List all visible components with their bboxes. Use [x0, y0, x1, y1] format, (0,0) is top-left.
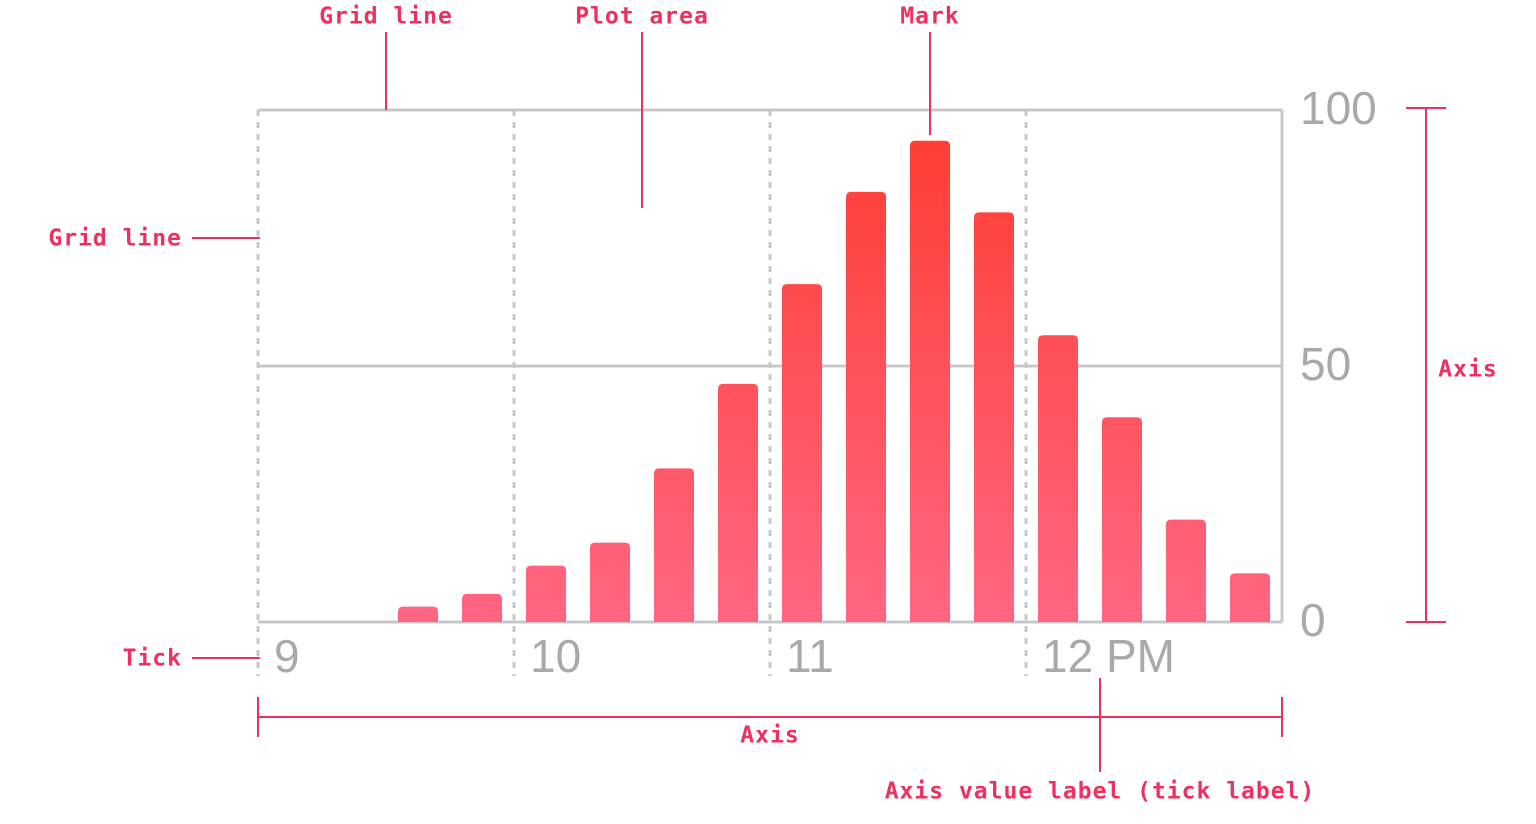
- x-tick-label: 12 PM: [1042, 630, 1175, 682]
- bar: [1038, 335, 1078, 622]
- annotation: Grid line: [48, 226, 182, 252]
- annotation: Axis: [1438, 357, 1497, 383]
- annotation: Axis: [740, 723, 799, 749]
- bar: [590, 542, 630, 622]
- bar: [910, 140, 950, 622]
- annotations: Grid line Plot area Mark Grid line Tick …: [48, 4, 1497, 805]
- annotation: Plot area: [575, 4, 709, 30]
- annotation-bracket: [257, 697, 1283, 737]
- y-tick-label: 100: [1300, 82, 1377, 134]
- plot-area: 9 10 11 12 PM 0 50 100: [256, 82, 1377, 682]
- annotation: Tick: [123, 646, 182, 672]
- x-tick-label: 11: [786, 630, 834, 682]
- bar: [1166, 519, 1206, 622]
- annotation: Axis value label (tick label): [885, 779, 1316, 805]
- bar: [846, 191, 886, 623]
- bar: [462, 593, 502, 622]
- bar: [782, 284, 822, 622]
- x-tick-label: 10: [530, 630, 581, 682]
- bar: [1102, 417, 1142, 622]
- y-tick-label: 0: [1300, 594, 1326, 646]
- y-tick-label: 50: [1300, 338, 1351, 390]
- annotation: Grid line: [319, 4, 453, 30]
- bar: [718, 383, 758, 622]
- bar: [398, 606, 438, 622]
- annotation-bracket: [1406, 107, 1446, 623]
- bar: [654, 468, 694, 622]
- bar: [1230, 573, 1270, 622]
- x-tick-label: 9: [274, 630, 300, 682]
- bar: [974, 212, 1014, 622]
- annotation: Mark: [900, 4, 959, 30]
- bar: [526, 565, 566, 622]
